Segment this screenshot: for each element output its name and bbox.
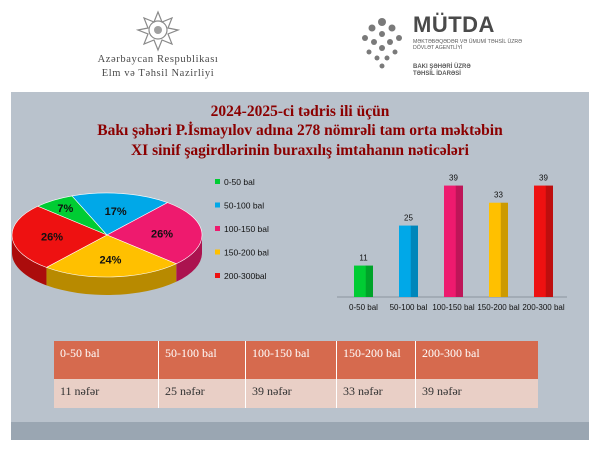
table-cell: 11 nəfər — [54, 379, 159, 408]
pie-legend: 0-50 bal 50-100 bal 100-150 bal 150-200 bal… — [215, 177, 269, 281]
bar — [354, 265, 366, 297]
bar-data-label: 33 — [494, 191, 503, 200]
results-table: 0-50 bal 50-100 bal 100-150 bal 150-200 … — [54, 341, 538, 408]
bar-shade — [545, 185, 553, 297]
table-cell: 33 nəfər — [336, 379, 416, 408]
table-cell: 25 nəfər — [158, 379, 246, 408]
pie-slice — [45, 234, 177, 278]
pie-slice-side — [12, 235, 47, 286]
legend-label: 50-100 bal — [224, 201, 264, 211]
pie-slice — [11, 205, 108, 268]
pie-slice — [106, 202, 203, 265]
pie-data-label: 7% — [57, 203, 73, 215]
legend-swatch — [215, 273, 220, 278]
table-header-row: 0-50 bal 50-100 bal 100-150 bal 150-200 … — [54, 341, 538, 379]
bar-data-label: 39 — [539, 174, 548, 183]
bar-category-label: 200-300 bal — [522, 303, 564, 312]
legend-swatch — [215, 179, 220, 184]
bar-category-label: 100-150 bal — [432, 303, 474, 312]
bar-category-label: 50-100 bal — [390, 303, 428, 312]
bar-chart: 11 0-50 bal 25 50-100 bal 39 100-150 bal 33 150… — [337, 174, 567, 312]
bar — [444, 185, 456, 297]
legend-label: 150-200 bal — [224, 248, 269, 258]
bar-category-label: 150-200 bal — [477, 303, 519, 312]
legend-label: 0-50 bal — [224, 177, 255, 187]
legend-swatch — [215, 226, 220, 231]
ministry-name-line2: Elm və Təhsil Nazirliyi — [101, 68, 215, 79]
pie-chart: 7% 17% 26% 24% 26% — [11, 192, 203, 295]
table-cell: 39 nəfər — [245, 379, 337, 408]
header: Azərbaycan Respublikası Elm və Təhsil Na… — [0, 0, 600, 92]
branch-line1: BAKI ŞƏHƏRİ ÜZRƏ — [413, 64, 471, 70]
table-header-cell: 200-300 bal — [415, 341, 538, 379]
title-line1: 2024-2025-ci tədris ili üçün — [210, 103, 390, 120]
pie-slice-side — [46, 263, 177, 295]
pie-data-label: 24% — [99, 254, 121, 266]
branch-name: BAKI ŞƏHƏRİ ÜZRƏ TƏHSİL İDARƏSİ — [413, 64, 471, 78]
table-header-cell: 100-150 bal — [245, 341, 337, 379]
branch-line2: TƏHSİL İDARƏSİ — [413, 71, 461, 77]
pie-slice-side — [176, 235, 202, 282]
bar — [399, 225, 411, 297]
bar-data-label: 25 — [404, 214, 413, 223]
bar-shade — [455, 185, 463, 297]
agency-name: MƏKTƏBƏQƏDƏR VƏ ÜMUMİ TƏHSİL ÜZRƏ DÖVLƏT… — [413, 39, 523, 51]
table-header-cell: 0-50 bal — [54, 341, 159, 379]
title-line2: Bakı şəhəri P.İsmayılov adına 278 nömrəl… — [97, 122, 503, 139]
table-cell: 39 nəfər — [415, 379, 538, 408]
bar-category-label: 0-50 bal — [349, 303, 378, 312]
mutda-emblem-icon — [362, 18, 402, 69]
footer-bar — [11, 422, 589, 440]
table-row: 11 nəfər 25 nəfər 39 nəfər 33 nəfər 39 n… — [54, 379, 538, 408]
ministry-logo: Azərbaycan Respublikası Elm və Təhsil Na… — [58, 8, 258, 88]
bar — [489, 202, 501, 297]
bar — [534, 185, 546, 297]
table-header-cell: 150-200 bal — [336, 341, 416, 379]
bar-shade — [365, 265, 373, 297]
title-line3: XI sinif şagirdlərinin buraxılış imtahan… — [130, 142, 469, 159]
ministry-emblem-icon — [136, 10, 180, 52]
brand-name: MÜTDA — [413, 12, 495, 37]
legend-swatch — [215, 249, 220, 255]
legend-label: 100-150 bal — [224, 224, 269, 234]
mutda-logo: MÜTDA MƏKTƏBƏQƏDƏR VƏ ÜMUMİ TƏHSİL ÜZRƏ … — [355, 12, 565, 82]
bar-data-label: 11 — [359, 254, 368, 263]
legend-swatch — [215, 202, 220, 208]
legend-label: 200-300bal — [224, 271, 267, 281]
bar-data-label: 39 — [449, 174, 458, 183]
pie-data-label: 17% — [105, 206, 127, 218]
bar-shade — [500, 202, 508, 297]
pie-data-label: 26% — [151, 228, 173, 240]
ministry-name-line1: Azərbaycan Respublikası — [97, 54, 219, 65]
pie-data-label: 26% — [41, 232, 63, 244]
bar-shade — [410, 225, 418, 297]
pie-slice — [71, 192, 169, 236]
table-header-cell: 50-100 bal — [158, 341, 246, 379]
